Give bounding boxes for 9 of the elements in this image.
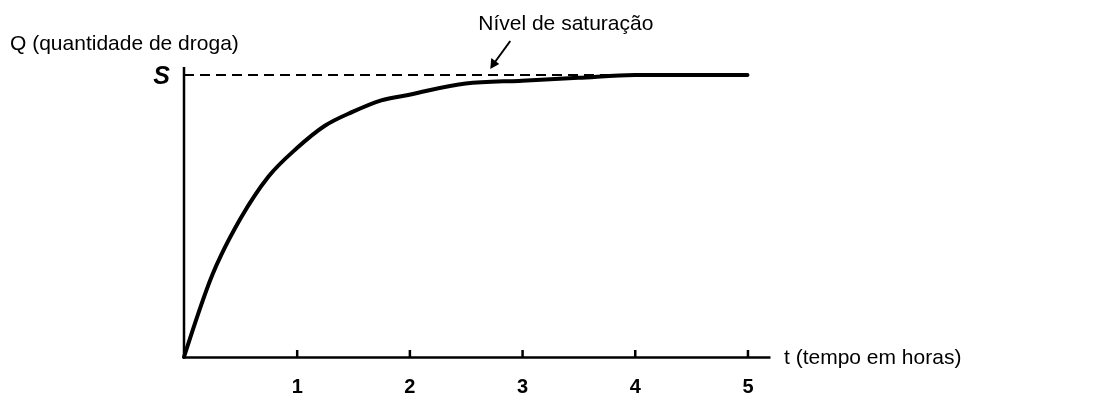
y-axis-title: Q (quantidade de droga) xyxy=(10,31,239,54)
annotation: Nível de saturação xyxy=(478,11,654,34)
ref-line-label: S xyxy=(153,61,171,89)
x-tick-label: 1 xyxy=(291,375,303,398)
x-tick-label: 5 xyxy=(742,375,754,398)
x-tick-label: 3 xyxy=(517,375,529,398)
x-axis-title: t (tempo em horas) xyxy=(784,345,962,368)
x-tick-label: 4 xyxy=(629,375,642,398)
x-tick-label: 2 xyxy=(404,375,416,398)
